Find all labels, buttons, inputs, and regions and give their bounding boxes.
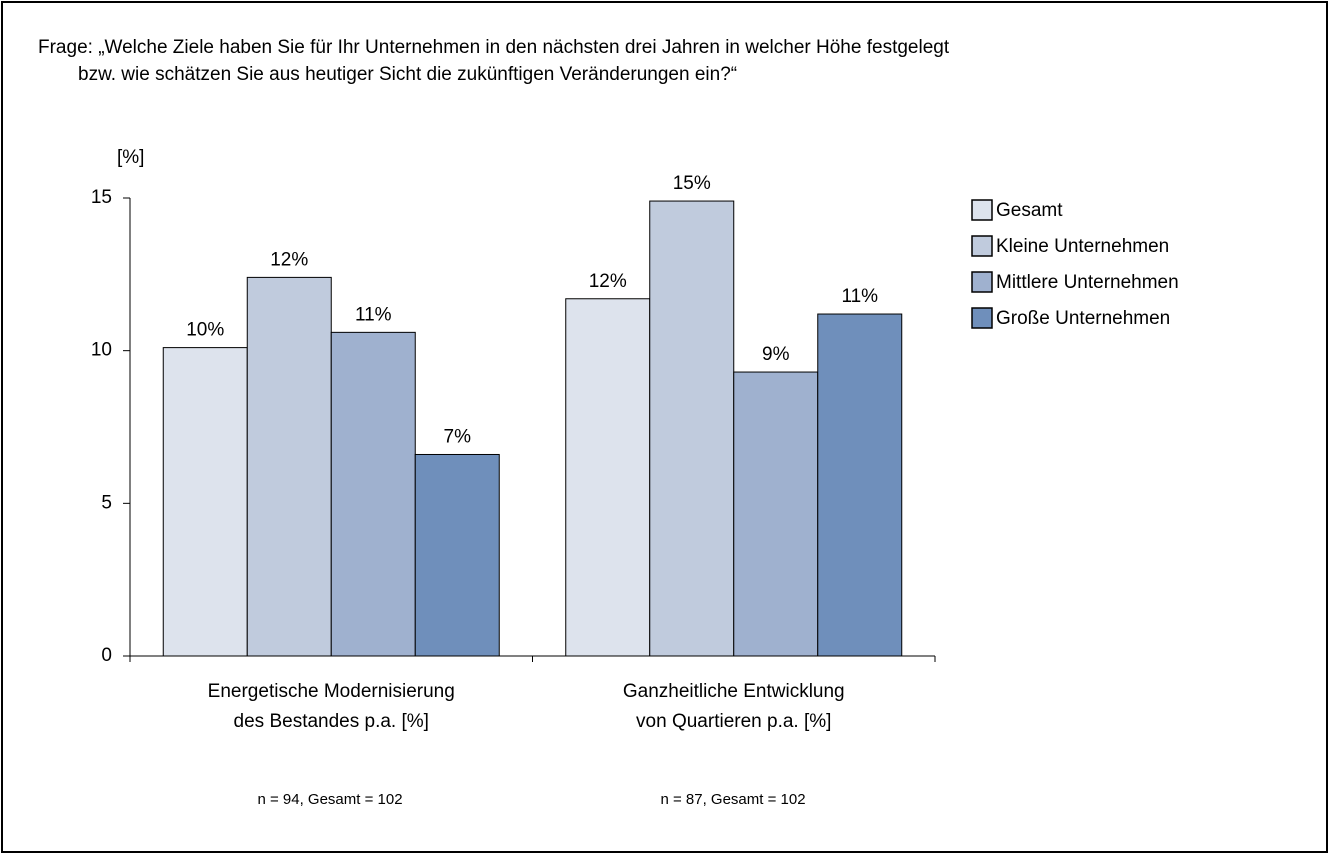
value-label: 7% (444, 426, 472, 447)
y-tick-label: 10 (91, 340, 112, 361)
bar (162, 347, 248, 657)
y-tick-label: 15 (91, 187, 112, 208)
value-label: 10% (186, 320, 224, 341)
legend-label: Mittlere Unternehmen (996, 272, 1179, 293)
bar (817, 313, 903, 657)
legend-swatch (971, 307, 993, 329)
y-tick-label: 5 (101, 492, 112, 513)
y-tick-label: 0 (101, 645, 112, 666)
x-tick-label: Ganzheitliche Entwicklung von Quartieren… (622, 681, 845, 732)
bar (414, 453, 500, 657)
legend-swatch (971, 199, 993, 221)
value-label: 15% (673, 173, 711, 194)
bar (733, 371, 819, 657)
question-line: Frage: „Welche Ziele haben Sie für Ihr U… (38, 37, 950, 58)
bar (565, 298, 651, 657)
x-tick-label: Energetische Modernisierung des Bestande… (207, 681, 455, 732)
y-axis-label: [%] (117, 147, 144, 168)
bar (330, 331, 416, 657)
value-label: 11% (841, 286, 878, 307)
bar (649, 200, 735, 657)
bar (246, 276, 332, 657)
legend-swatch (971, 271, 993, 293)
value-label: 12% (270, 249, 308, 270)
legend-label: Kleine Unternehmen (996, 236, 1169, 257)
value-label: 11% (355, 304, 392, 325)
note: n = 87, Gesamt = 102 (660, 791, 805, 808)
legend-label: Gesamt (996, 200, 1063, 221)
legend-swatch (971, 235, 993, 257)
value-label: 12% (589, 271, 627, 292)
note: n = 94, Gesamt = 102 (257, 791, 402, 808)
value-label: 9% (762, 344, 790, 365)
question-line: bzw. wie schätzen Sie aus heutiger Sicht… (78, 64, 737, 85)
legend-label: Große Unternehmen (996, 308, 1170, 329)
